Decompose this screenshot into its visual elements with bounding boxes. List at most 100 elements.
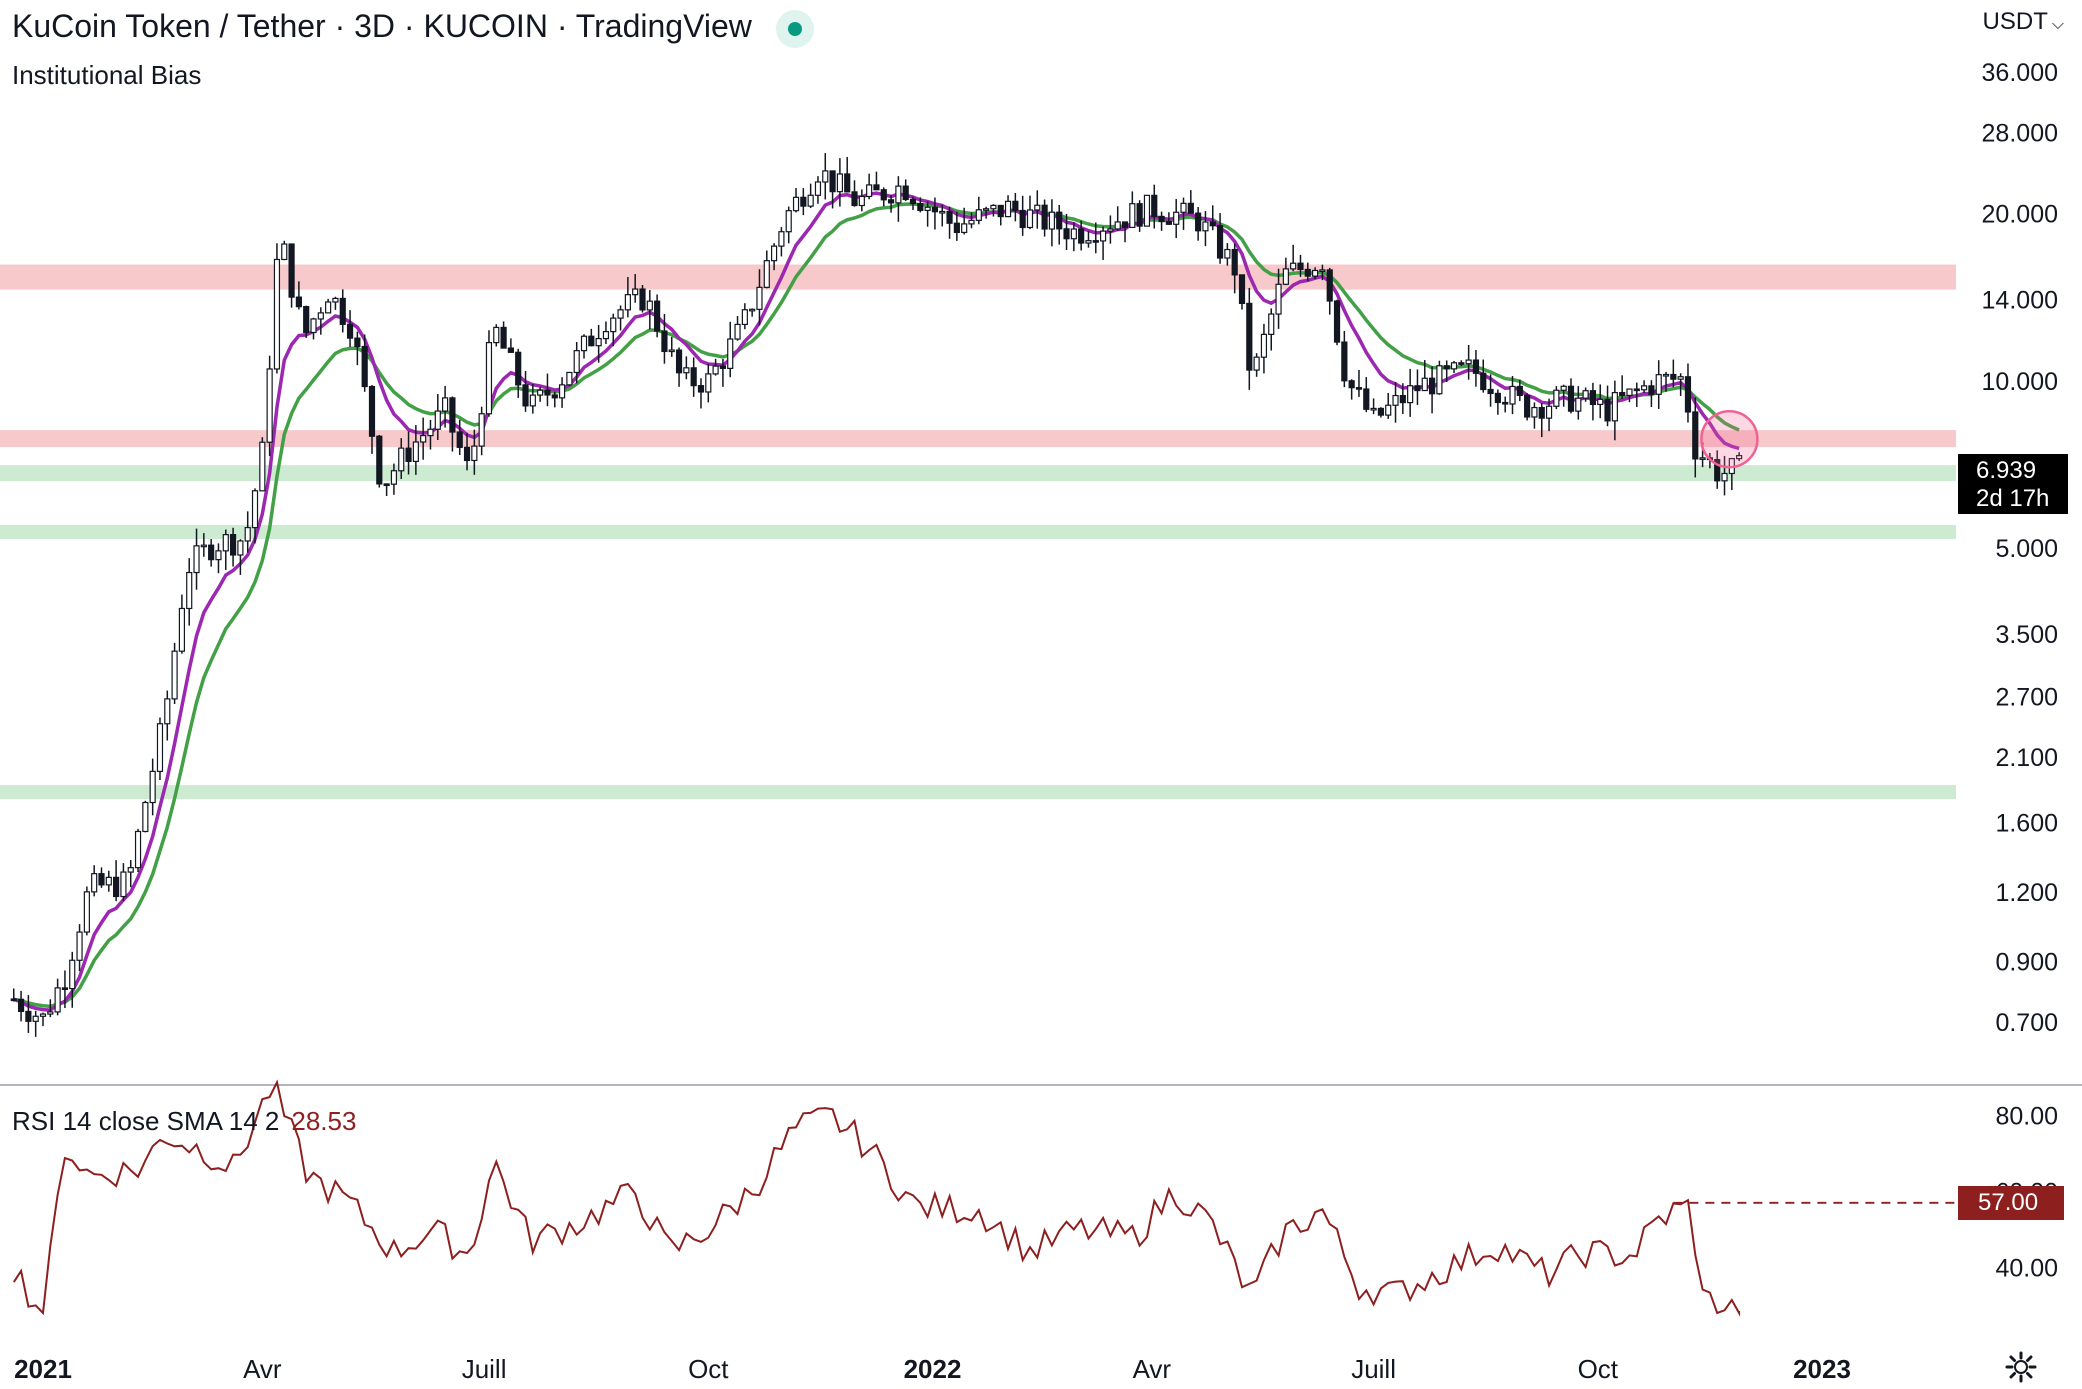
- candle-body: [1692, 411, 1699, 460]
- x-tick-label: 2023: [1793, 1354, 1851, 1384]
- y-tick-label: 1.600: [1995, 810, 2058, 838]
- candle-body: [573, 350, 580, 374]
- candle-body: [273, 258, 281, 370]
- candle-body: [383, 483, 390, 487]
- x-tick-label: 2021: [14, 1354, 72, 1384]
- candle-body: [1407, 385, 1414, 404]
- candle-body: [719, 365, 727, 369]
- candle-body: [200, 544, 207, 548]
- candle-body: [741, 309, 748, 326]
- candle-body: [76, 931, 83, 961]
- candle-body: [237, 540, 244, 556]
- candle-body: [822, 170, 829, 183]
- candle-body: [1494, 392, 1501, 404]
- candle-body: [47, 1011, 54, 1015]
- candle-body: [544, 389, 551, 396]
- candle-body: [1297, 262, 1304, 271]
- candle-body: [1480, 372, 1487, 391]
- candle-body: [368, 385, 376, 437]
- candle-body: [281, 243, 288, 261]
- candle-body: [1545, 405, 1553, 419]
- candle-body: [1589, 390, 1597, 406]
- resistance-zone: [0, 430, 1956, 448]
- candle-body: [1619, 391, 1626, 397]
- candle-body: [17, 998, 25, 1013]
- candle-body: [434, 410, 441, 430]
- candle-body: [770, 245, 778, 262]
- candle-body: [756, 286, 763, 310]
- candle-body: [1428, 377, 1436, 395]
- candle-body: [902, 185, 909, 201]
- candle-body: [866, 184, 873, 198]
- candle-body: [317, 312, 324, 320]
- candle-body: [164, 698, 171, 725]
- rsi-level-badge: 57.00: [1958, 1185, 2064, 1220]
- candle-body: [156, 723, 164, 772]
- y-tick-label: 2.700: [1995, 684, 2058, 712]
- candle-body: [288, 243, 295, 298]
- candle-body: [931, 206, 939, 213]
- candle-body: [463, 446, 471, 462]
- candle-body: [361, 345, 368, 388]
- candle-body: [924, 206, 931, 211]
- candle-body: [807, 194, 814, 207]
- candle-body: [420, 434, 427, 443]
- candle-body: [120, 871, 127, 898]
- rsi-legend[interactable]: RSI 14 close SMA 14 2 28.53: [12, 1106, 356, 1137]
- support-zone: [0, 465, 1956, 482]
- y-tick-label: 20.000: [1982, 201, 2058, 229]
- candle-body: [134, 830, 142, 869]
- candle-body: [208, 544, 215, 561]
- candle-body: [1436, 365, 1443, 395]
- gear-icon[interactable]: [2004, 1350, 2038, 1384]
- candle-body: [1034, 204, 1041, 211]
- candle-body: [1575, 397, 1582, 412]
- y-tick-label: 3.500: [1995, 621, 2058, 649]
- candle-body: [1567, 385, 1575, 412]
- candle-body: [471, 445, 478, 462]
- candle-body: [427, 428, 434, 437]
- candle-body: [32, 1015, 39, 1022]
- candle-body: [792, 196, 800, 212]
- candle-body: [588, 335, 595, 347]
- candle-body: [836, 173, 843, 193]
- candle-body: [1465, 359, 1472, 365]
- candle-body: [61, 987, 69, 991]
- rsi-tick-label: 80.00: [1995, 1102, 2058, 1130]
- candle-body: [1524, 394, 1531, 418]
- candle-body: [990, 204, 997, 210]
- rsi-tick-label: 40.00: [1995, 1254, 2058, 1282]
- candle-body: [1173, 211, 1180, 225]
- candle-body: [727, 338, 734, 369]
- candle-body: [1158, 215, 1165, 223]
- candle-body: [909, 198, 917, 205]
- indicator-label[interactable]: Institutional Bias: [12, 60, 202, 90]
- candle-body: [332, 297, 339, 303]
- ema-slow-line: [13, 202, 1740, 1009]
- candle-body: [602, 331, 610, 340]
- candle-body: [522, 384, 529, 407]
- candle-body: [953, 222, 960, 234]
- candle-body: [303, 306, 310, 334]
- candle-body: [1202, 221, 1209, 232]
- candle-body: [1085, 240, 1092, 244]
- candle-body: [1487, 388, 1494, 395]
- candle-body: [1209, 221, 1216, 227]
- candle-body: [1129, 203, 1136, 228]
- candle-body: [668, 349, 675, 353]
- candle-body: [193, 545, 200, 574]
- candle-body: [390, 470, 398, 485]
- candle-body: [1355, 387, 1363, 390]
- currency-selector[interactable]: USDT ⌵: [1983, 8, 2064, 36]
- candle-body: [800, 196, 807, 207]
- candle-body: [1326, 269, 1333, 302]
- x-tick-label: Oct: [688, 1354, 729, 1384]
- y-tick-label: 5.000: [1995, 535, 2058, 563]
- x-tick-label: Avr: [1133, 1354, 1172, 1384]
- candle-body: [697, 385, 705, 393]
- candle-body: [690, 367, 697, 387]
- candle-body: [266, 368, 273, 443]
- x-tick-label: Juill: [462, 1354, 507, 1384]
- candle-body: [25, 1010, 32, 1022]
